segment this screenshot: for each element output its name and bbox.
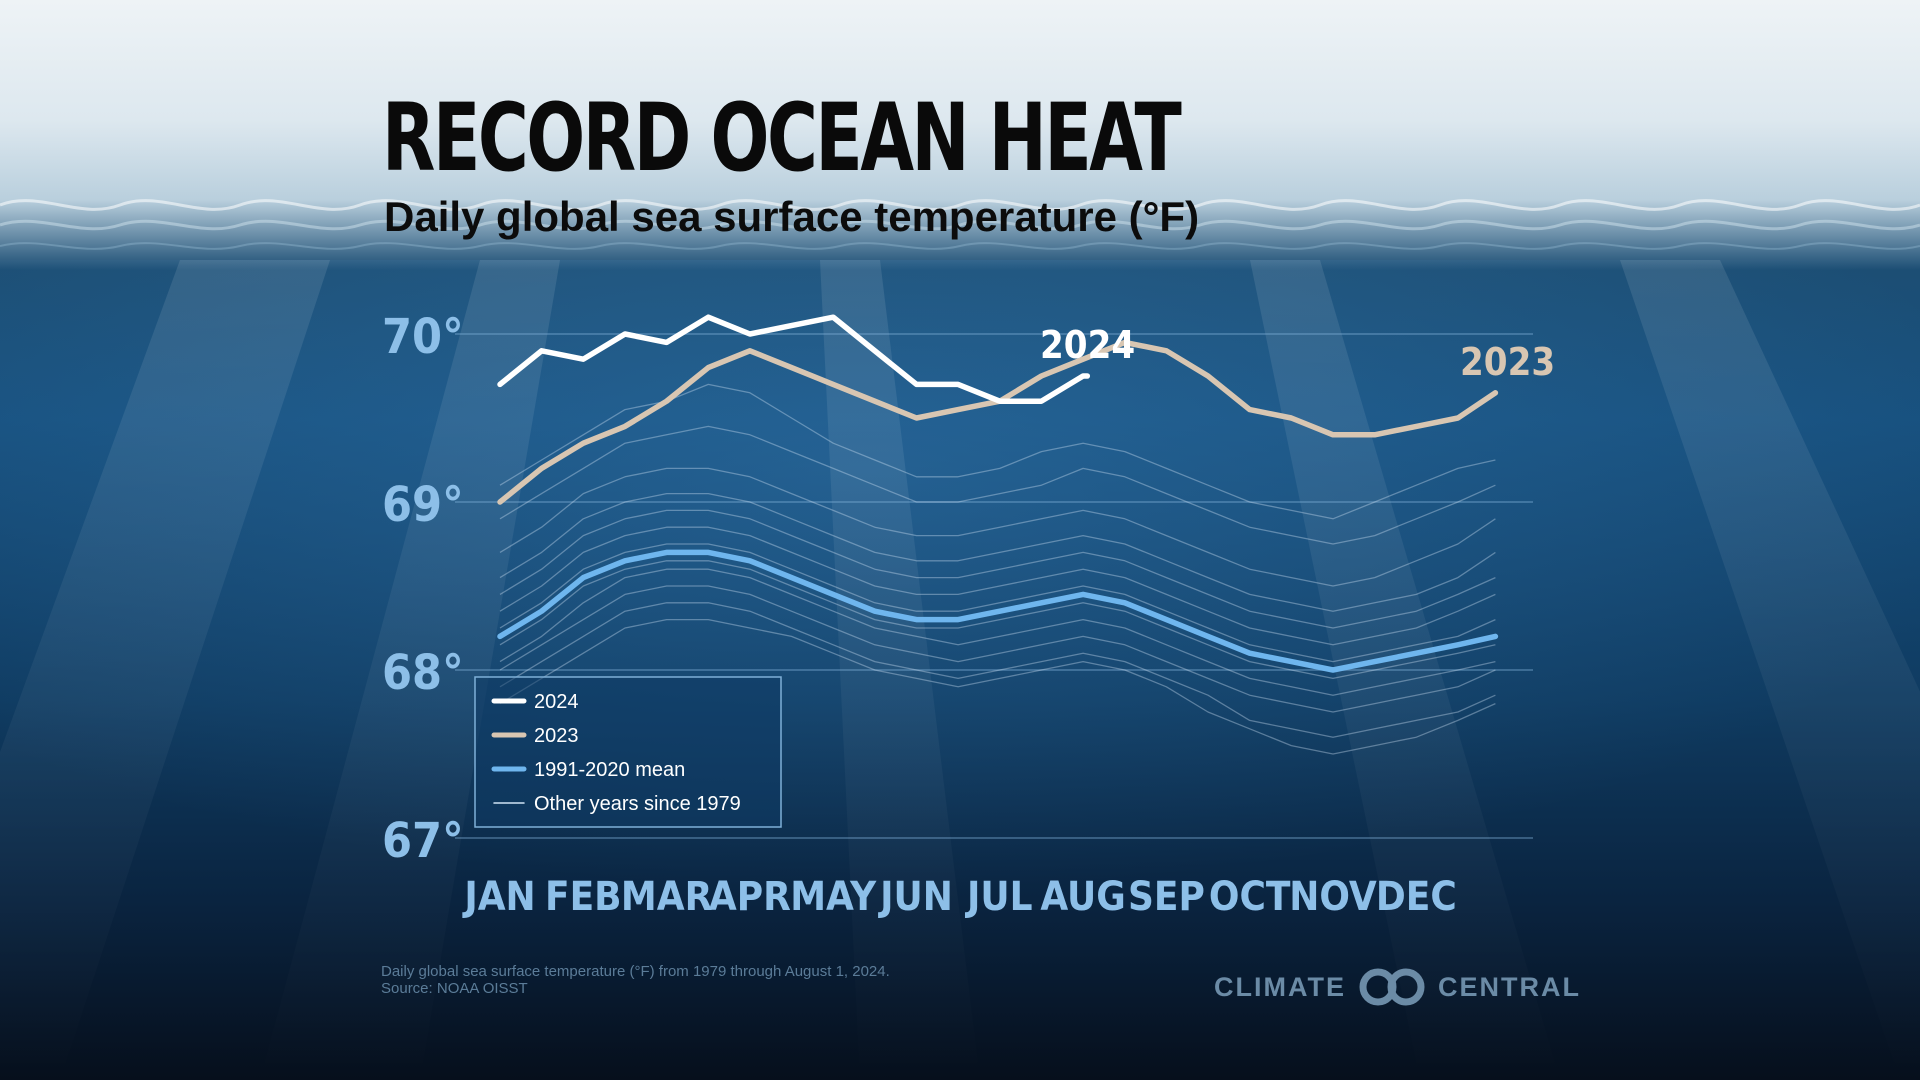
x-tick-label: AUG <box>1040 874 1125 920</box>
other-year-line <box>499 602 1496 738</box>
x-tick-label: MAR <box>621 874 712 920</box>
series-2023-line <box>497 339 1499 505</box>
legend-label: 2024 <box>534 691 579 713</box>
footnote-source: Source: NOAA OISST <box>381 980 528 997</box>
y-tick-label: 69° <box>382 477 464 533</box>
x-tick-label: JAN <box>461 874 535 920</box>
series-2024-end-label: 2024 <box>1040 323 1135 367</box>
footnote: Daily global sea surface temperature (°F… <box>381 963 890 997</box>
chart-subtitle: Daily global sea surface temperature (°F… <box>384 193 1200 240</box>
x-tick-label: SEP <box>1128 874 1205 920</box>
legend-label: 1991-2020 mean <box>534 759 685 781</box>
y-tick-label: 68° <box>382 645 464 701</box>
series-mean-line <box>497 549 1499 673</box>
y-tick-label: 67° <box>382 813 464 869</box>
other-year-line <box>499 585 1496 713</box>
other-year-line <box>499 492 1496 612</box>
series-2023-end-label: 2023 <box>1460 340 1555 384</box>
other-year-line <box>499 467 1496 587</box>
x-tick-label: DEC <box>1376 874 1457 920</box>
x-tick-label: JUN <box>877 874 953 920</box>
other-years-lines <box>499 383 1496 755</box>
other-year-line <box>499 509 1496 629</box>
logo-text-right: CENTRAL <box>1437 971 1581 1002</box>
other-year-line <box>499 425 1496 545</box>
legend-label: Other years since 1979 <box>534 793 741 815</box>
other-year-line <box>499 618 1496 755</box>
x-tick-label: APR <box>709 874 791 920</box>
x-tick-label: FEB <box>545 874 622 920</box>
footnote-description: Daily global sea surface temperature (°F… <box>381 963 890 980</box>
x-tick-label: NOV <box>1289 874 1377 920</box>
highlight-series <box>497 314 1499 673</box>
other-year-line <box>499 560 1496 680</box>
other-year-line <box>499 383 1496 520</box>
y-tick-label: 70° <box>382 309 464 365</box>
climate-central-logo: CLIMATE CENTRAL <box>1214 965 1581 1009</box>
chart-title: RECORD OCEAN HEAT <box>382 84 1182 193</box>
other-year-line <box>499 568 1496 696</box>
x-tick-label: OCT <box>1209 874 1291 920</box>
x-tick-label: JUL <box>964 874 1033 920</box>
series-end-labels: 2024 2023 <box>1040 323 1555 384</box>
other-year-line <box>499 526 1496 646</box>
y-axis: 67° 68° 69° 70° <box>382 309 464 869</box>
series-2024-line <box>497 314 1091 404</box>
interlocking-rings-icon <box>1359 968 1425 1006</box>
logo-text-left: CLIMATE <box>1214 971 1346 1002</box>
x-tick-label: MAY <box>790 874 877 920</box>
legend-label: 2023 <box>534 725 579 747</box>
other-year-line <box>499 543 1496 663</box>
legend: 2024 2023 1991-2020 mean Other years since … <box>474 676 782 828</box>
